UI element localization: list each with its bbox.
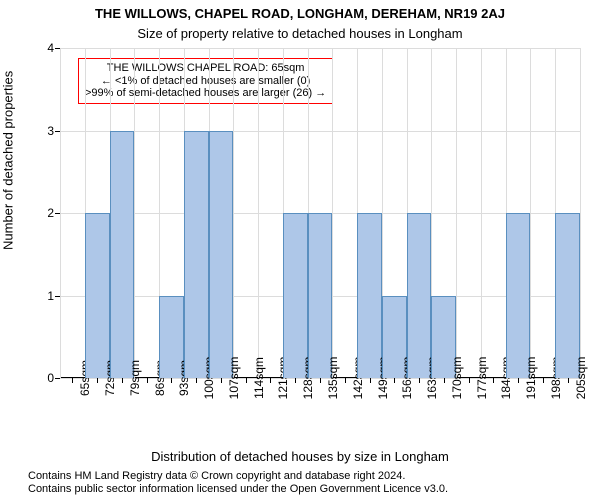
y-tick-mark [55, 378, 60, 379]
x-tick-label: 107sqm [221, 357, 241, 400]
gridline-vertical [530, 48, 531, 378]
gridline-horizontal [60, 48, 580, 49]
x-tick-mark [221, 378, 222, 383]
x-tick-mark [270, 378, 271, 383]
chart-title: THE WILLOWS, CHAPEL ROAD, LONGHAM, DEREH… [0, 6, 600, 21]
gridline-vertical [134, 48, 135, 378]
x-tick-label: 177sqm [469, 357, 489, 400]
bar [407, 213, 432, 378]
gridline-horizontal [60, 131, 580, 132]
x-tick-mark [568, 378, 569, 383]
chart-footer: Contains HM Land Registry data © Crown c… [28, 470, 590, 496]
x-tick-label: 205sqm [568, 357, 588, 400]
gridline-vertical [580, 48, 581, 378]
bar [184, 131, 209, 379]
x-tick-mark [493, 378, 494, 383]
y-axis-label: Number of detached properties [1, 71, 16, 250]
x-tick-mark [370, 378, 371, 383]
x-tick-mark [147, 378, 148, 383]
footer-line: Contains public sector information licen… [28, 483, 590, 496]
x-tick-mark [345, 378, 346, 383]
x-tick-mark [196, 378, 197, 383]
x-tick-mark [444, 378, 445, 383]
x-tick-mark [171, 378, 172, 383]
x-tick-label: 170sqm [444, 357, 464, 400]
bar [555, 213, 580, 378]
annotation-line: THE WILLOWS CHAPEL ROAD: 65sqm [85, 62, 326, 75]
gridline-vertical [332, 48, 333, 378]
plot-area: THE WILLOWS CHAPEL ROAD: 65sqm ← <1% of … [60, 48, 580, 378]
x-tick-mark [518, 378, 519, 383]
gridline-vertical [456, 48, 457, 378]
annotation-box: THE WILLOWS CHAPEL ROAD: 65sqm ← <1% of … [78, 58, 333, 104]
footer-line: Contains HM Land Registry data © Crown c… [28, 470, 590, 483]
x-tick-mark [394, 378, 395, 383]
annotation-line: >99% of semi-detached houses are larger … [85, 87, 326, 100]
x-tick-label: 79sqm [122, 360, 142, 396]
chart-container: { "title": "THE WILLOWS, CHAPEL ROAD, LO… [0, 0, 600, 500]
x-tick-mark [97, 378, 98, 383]
bar [308, 213, 333, 378]
annotation-line: ← <1% of detached houses are smaller (0) [85, 75, 326, 88]
x-tick-label: 114sqm [246, 357, 266, 399]
x-tick-mark [419, 378, 420, 383]
x-tick-label: 135sqm [320, 357, 340, 400]
bar [85, 213, 110, 378]
x-tick-mark [320, 378, 321, 383]
gridline-vertical [60, 48, 61, 378]
bar [110, 131, 135, 379]
x-tick-mark [122, 378, 123, 383]
chart-subtitle: Size of property relative to detached ho… [0, 26, 600, 41]
bar [209, 131, 234, 379]
gridline-vertical [258, 48, 259, 378]
gridline-vertical [481, 48, 482, 378]
bar [357, 213, 382, 378]
gridline-vertical [233, 48, 234, 378]
bar [506, 213, 531, 378]
x-axis-label: Distribution of detached houses by size … [0, 449, 600, 464]
x-tick-mark [246, 378, 247, 383]
x-tick-label: 191sqm [518, 357, 538, 400]
bar [283, 213, 308, 378]
x-tick-mark [543, 378, 544, 383]
x-tick-mark [469, 378, 470, 383]
x-tick-mark [72, 378, 73, 383]
x-tick-mark [295, 378, 296, 383]
